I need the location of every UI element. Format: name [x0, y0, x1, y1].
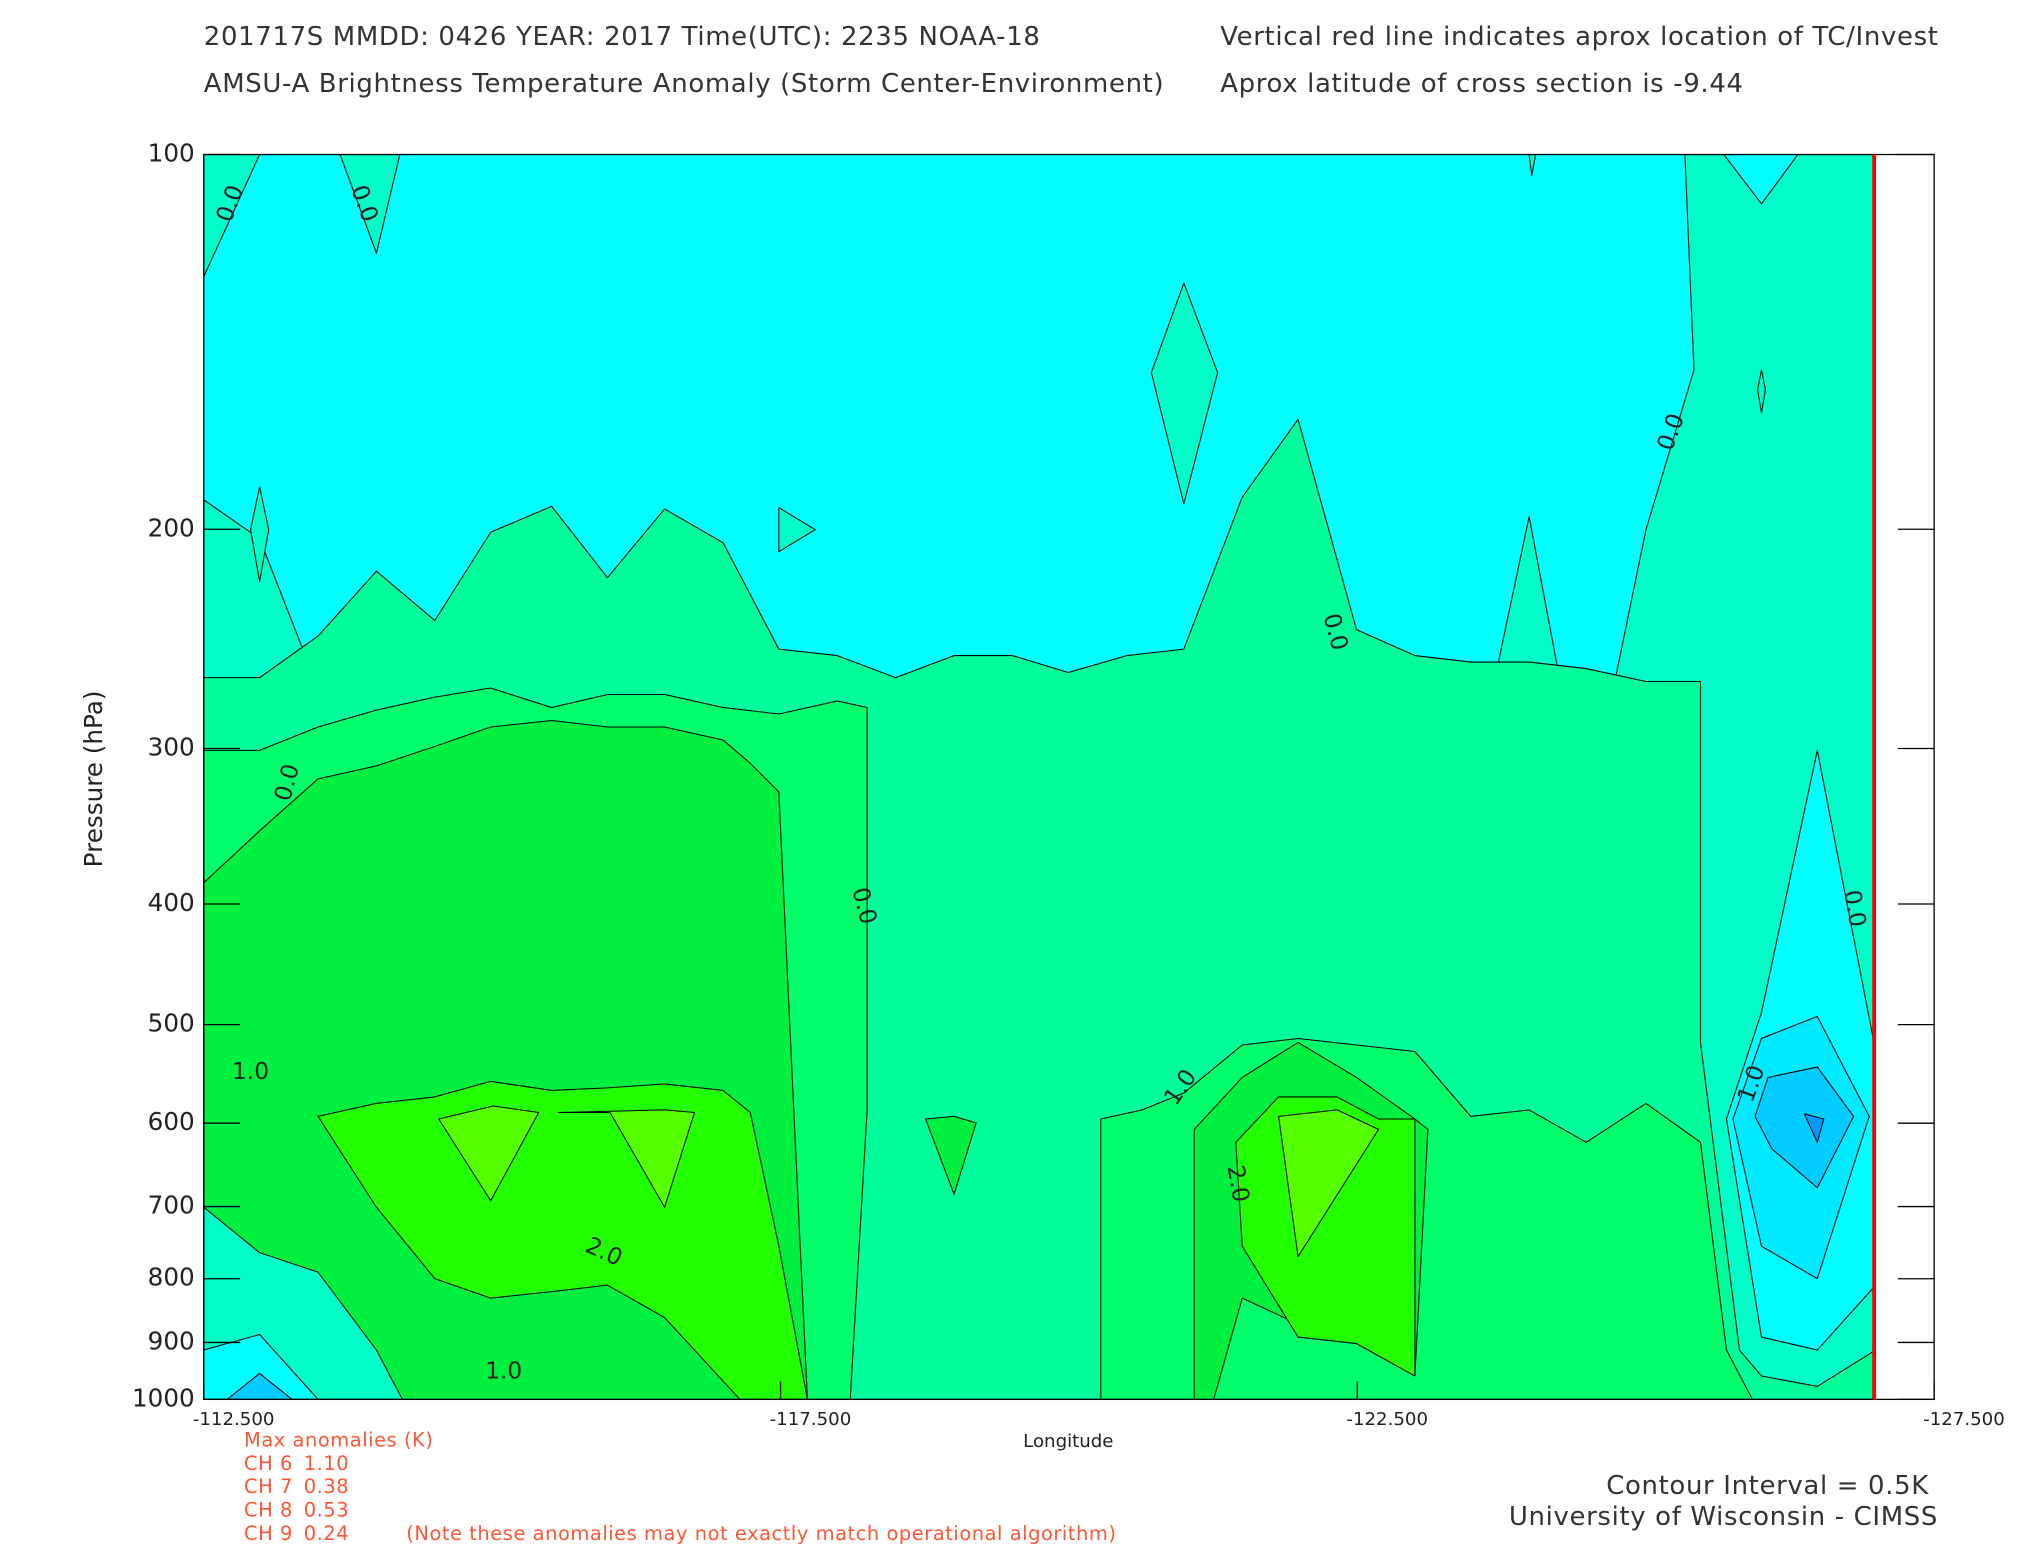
y-tick-label: 400 — [148, 888, 195, 917]
contour-band — [778, 507, 816, 553]
y-tick-label: 1000 — [132, 1383, 195, 1412]
contour-band — [317, 1080, 808, 1400]
chart-title: 201717S MMDD: 0426 YEAR: 2017 Time(UTC):… — [204, 22, 1041, 52]
x-tick-label: -122.500 — [1346, 1409, 1428, 1430]
x-axis-label: Longitude — [1023, 1431, 1113, 1452]
contour-field — [203, 154, 1935, 1400]
y-tick-label: 600 — [148, 1107, 195, 1136]
anomaly-value: 0.24 — [304, 1522, 349, 1545]
y-tick-label: 300 — [148, 732, 195, 761]
chart-subtitle: AMSU-A Brightness Temperature Anomaly (S… — [204, 69, 1164, 99]
contour-band — [1754, 1066, 1855, 1189]
contour-band — [1278, 1109, 1380, 1258]
contour-band — [557, 1109, 695, 1208]
anomaly-channel: CH 7 — [244, 1475, 293, 1498]
contour-label: 1.0 — [485, 1357, 522, 1385]
anomalies-title: Max anomalies (K) — [244, 1428, 433, 1451]
y-tick-label: 700 — [148, 1191, 195, 1220]
contour-band — [1803, 1113, 1825, 1143]
x-tick-label: -117.500 — [770, 1409, 852, 1430]
y-tick-label: 100 — [148, 139, 195, 168]
y-tick-label: 800 — [148, 1263, 195, 1292]
anomaly-channel: CH 6 — [244, 1452, 293, 1475]
note: Aprox latitude of cross section is -9.44 — [1220, 69, 1743, 99]
contour-label: 0.0 — [1838, 888, 1872, 929]
anomaly-value: 0.53 — [304, 1499, 349, 1522]
y-tick-label: 500 — [148, 1009, 195, 1038]
y-tick-label: 200 — [148, 513, 195, 542]
contour-band — [1150, 282, 1219, 505]
contour-band — [925, 1115, 977, 1195]
contour-band — [438, 1105, 540, 1202]
plot-frame — [203, 153, 1935, 1401]
anomaly-value: 1.10 — [304, 1452, 349, 1475]
contour-band — [1757, 369, 1766, 414]
anomaly-value: 0.38 — [304, 1475, 349, 1498]
x-tick-label: -127.500 — [1923, 1409, 2005, 1430]
contour-band — [250, 486, 270, 583]
contour-band — [1235, 1096, 1416, 1377]
y-tick-label: 900 — [148, 1326, 195, 1355]
note: Vertical red line indicates aprox locati… — [1220, 22, 1938, 52]
anomaly-channel: CH 8 — [244, 1499, 293, 1522]
x-tick-label: -112.500 — [193, 1409, 275, 1430]
y-axis-label: Pressure (hPa) — [79, 690, 108, 867]
contour-label: 1.0 — [232, 1057, 269, 1085]
anomalies-note: (Note these anomalies may not exactly ma… — [406, 1522, 1116, 1545]
anomaly-channel: CH 9 — [244, 1522, 293, 1545]
contour-label: 2.0 — [1222, 1163, 1256, 1204]
blank-region — [1874, 154, 1935, 1400]
contour-interval: Contour Interval = 0.5K — [1606, 1471, 1929, 1501]
credit: University of Wisconsin - CIMSS — [1509, 1502, 1938, 1532]
